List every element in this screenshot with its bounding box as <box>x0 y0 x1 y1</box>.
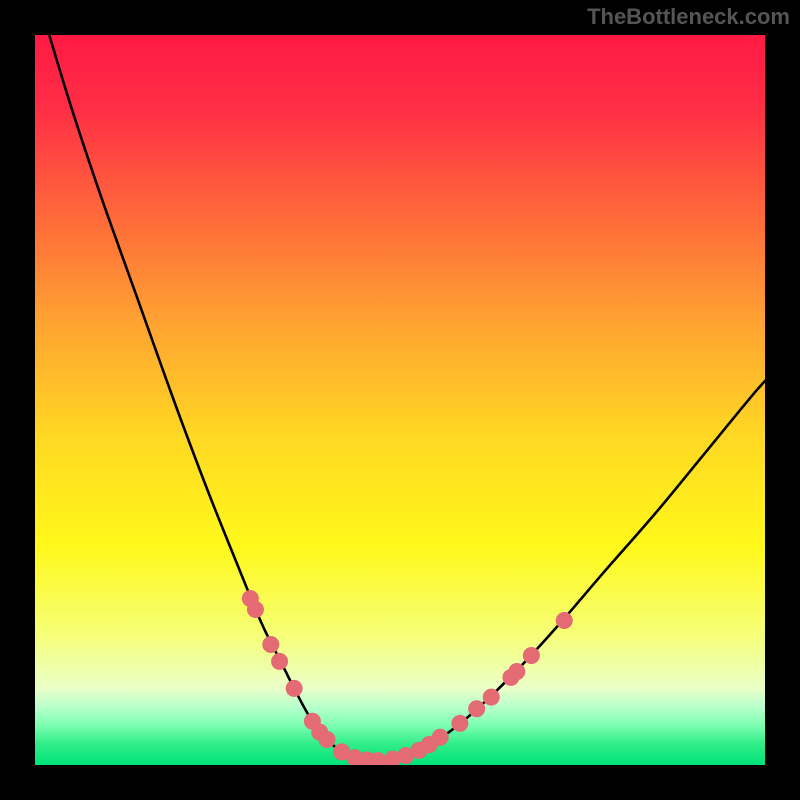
bead-left <box>247 602 263 618</box>
bead-bottom <box>370 753 386 765</box>
bead-left <box>286 680 302 696</box>
plot-svg <box>35 35 765 765</box>
bead-right <box>509 664 525 680</box>
bead-right <box>483 689 499 705</box>
bead-right <box>556 612 572 628</box>
plot-area <box>35 35 765 765</box>
bead-bottom <box>319 731 335 747</box>
bead-right <box>432 729 448 745</box>
bead-left <box>263 637 279 653</box>
attribution-text: TheBottleneck.com <box>587 4 790 30</box>
bead-right <box>452 715 468 731</box>
bead-right <box>469 701 485 717</box>
gradient-background <box>35 35 765 765</box>
bead-left <box>272 653 288 669</box>
bead-right <box>523 648 539 664</box>
chart-root: TheBottleneck.com <box>0 0 800 800</box>
